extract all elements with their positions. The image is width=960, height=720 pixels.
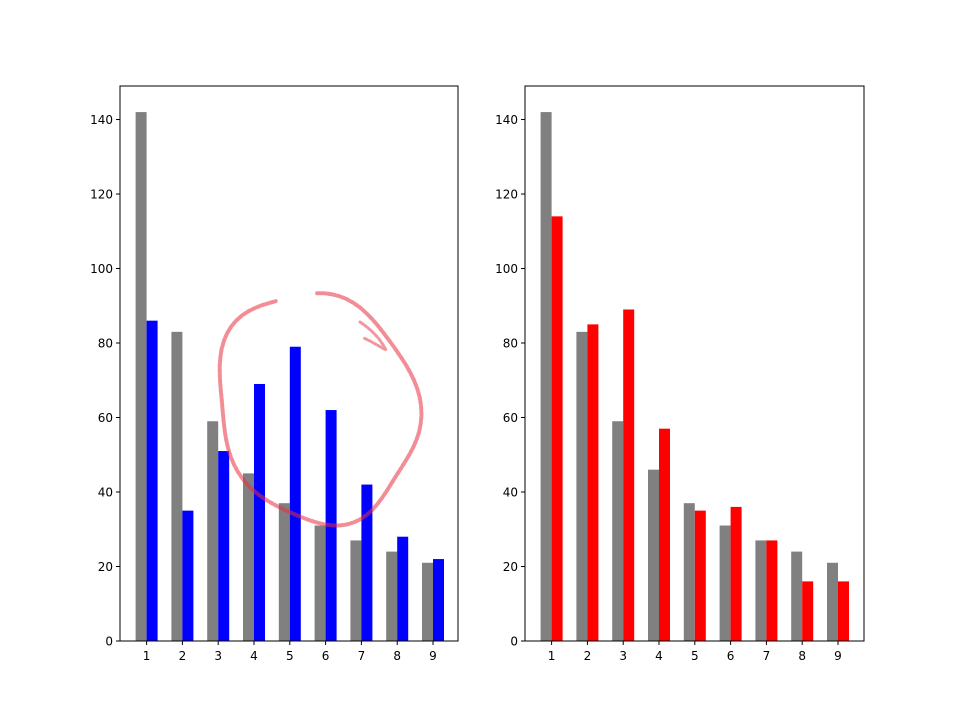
- bar-gray-2: [171, 331, 183, 641]
- x-tick-label: 5: [691, 649, 699, 663]
- bar-gray-9: [827, 562, 838, 641]
- bar-color-8: [397, 536, 409, 641]
- y-tick-label: 60: [98, 411, 113, 425]
- y-tick-label: 80: [503, 337, 518, 351]
- bar-gray-5: [683, 503, 695, 641]
- bar-color-1: [551, 216, 563, 641]
- y-tick-label: 60: [503, 411, 518, 425]
- x-tick-label: 4: [250, 649, 258, 663]
- bar-color-8: [802, 581, 814, 641]
- bar-gray-6: [719, 525, 731, 641]
- bar-gray-2: [576, 331, 588, 641]
- axes-frame: [119, 85, 459, 642]
- x-tick-label: 8: [798, 649, 806, 663]
- right-bar-chart: 1 2 3 4 5 6 7 8 9 0 20 40 60 80 100 120 140: [495, 85, 865, 663]
- bar-color-7: [766, 540, 778, 641]
- bar-gray-7: [755, 540, 767, 641]
- y-tick-label: 40: [503, 486, 518, 500]
- red-circle-annotation: [217, 291, 424, 528]
- y-tick-label: 0: [510, 635, 518, 649]
- bar-gray-1: [135, 112, 147, 641]
- y-tick-label: 0: [105, 635, 113, 649]
- y-tick-label: 40: [98, 486, 113, 500]
- bar-color-3: [218, 451, 230, 641]
- bar-color-9: [433, 559, 444, 641]
- x-tick-label: 2: [179, 649, 187, 663]
- bar-color-6: [730, 506, 742, 641]
- x-tick-label: 1: [143, 649, 151, 663]
- annotation-flourish: [358, 320, 390, 354]
- bar-color-2: [587, 324, 599, 641]
- y-tick-label: 100: [90, 262, 113, 276]
- bar-gray-9: [422, 562, 433, 641]
- bar-color-7: [361, 484, 373, 641]
- x-tick-label: 1: [548, 649, 556, 663]
- x-tick-label: 3: [214, 649, 222, 663]
- bar-gray-5: [278, 503, 290, 641]
- annotation-ellipse: [217, 291, 424, 528]
- bar-color-2: [182, 510, 194, 641]
- left-bar-chart: 1 2 3 4 5 6 7 8 9 0 20 40 60 80 100 120 140: [90, 85, 459, 663]
- x-tick-label: 3: [619, 649, 627, 663]
- x-tick-label: 2: [584, 649, 592, 663]
- bar-gray-6: [314, 525, 326, 641]
- x-tick-label: 6: [322, 649, 330, 663]
- bar-gray-8: [386, 551, 398, 641]
- bar-color-5: [289, 346, 301, 641]
- bar-color-1: [146, 320, 158, 641]
- y-tick-label: 120: [90, 188, 113, 202]
- x-tick-label: 9: [834, 649, 842, 663]
- x-tick-label: 5: [286, 649, 294, 663]
- x-tick-label: 7: [358, 649, 366, 663]
- bar-gray-3: [207, 421, 219, 641]
- bar-gray-3: [612, 421, 624, 641]
- x-tick-label: 9: [429, 649, 437, 663]
- y-tick-label: 140: [495, 113, 518, 127]
- bar-gray-4: [648, 469, 659, 641]
- y-tick-label: 120: [495, 188, 518, 202]
- bar-gray-7: [350, 540, 362, 641]
- x-tick-label: 7: [763, 649, 771, 663]
- bar-color-3: [623, 309, 635, 641]
- bar-color-5: [694, 510, 706, 641]
- bar-gray-1: [540, 112, 552, 641]
- x-tick-label: 4: [655, 649, 663, 663]
- bar-color-9: [838, 581, 849, 641]
- x-tick-label: 6: [727, 649, 735, 663]
- x-tick-label: 8: [393, 649, 401, 663]
- bar-gray-8: [791, 551, 803, 641]
- y-tick-label: 80: [98, 337, 113, 351]
- bar-color-4: [254, 383, 265, 641]
- bar-color-4: [659, 428, 670, 641]
- bar-gray-4: [243, 473, 254, 641]
- y-tick-label: 20: [98, 560, 113, 574]
- y-tick-label: 140: [90, 113, 113, 127]
- y-tick-label: 100: [495, 262, 518, 276]
- y-tick-label: 20: [503, 560, 518, 574]
